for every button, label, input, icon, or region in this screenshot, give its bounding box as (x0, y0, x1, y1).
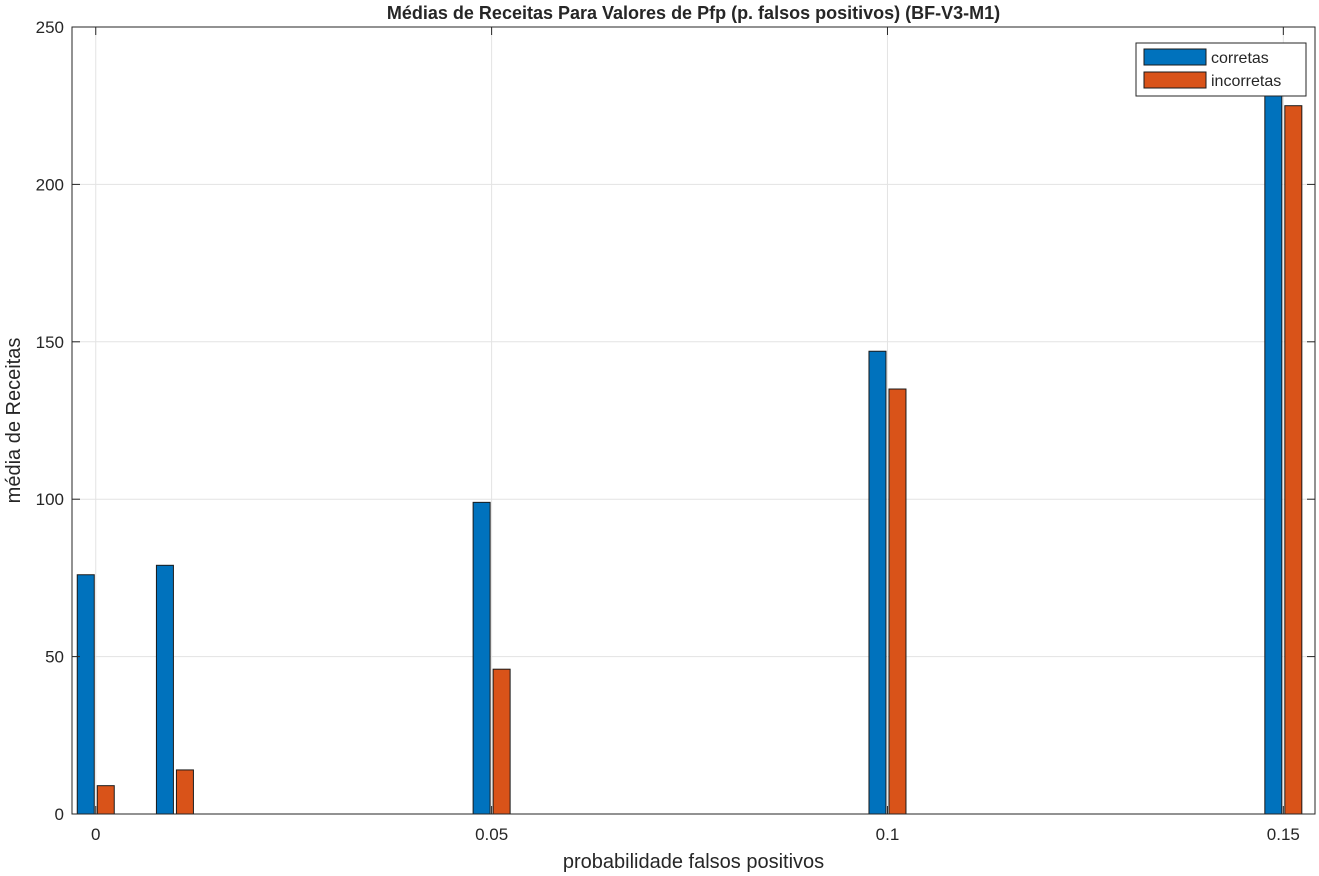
bar-corretas (868, 350, 887, 815)
legend-label-corretas: corretas (1211, 50, 1269, 67)
bar-incorretas (96, 785, 115, 815)
bar-incorretas (492, 668, 511, 815)
legend-swatch-incorretas (1143, 71, 1207, 89)
bar-incorretas (1284, 105, 1303, 815)
x-tick-label: 0 (91, 825, 100, 844)
y-tick-label: 100 (36, 490, 64, 509)
bar-incorretas (888, 388, 907, 815)
bar-corretas (155, 564, 174, 815)
bar-corretas (472, 501, 491, 815)
y-tick-label: 0 (55, 805, 64, 824)
y-tick-label: 200 (36, 175, 64, 194)
x-tick-label: 0.15 (1267, 825, 1300, 844)
bar-corretas (76, 574, 95, 815)
y-tick-label: 250 (36, 18, 64, 37)
y-axis-label: média de Receitas (3, 338, 25, 504)
legend-label-incorretas: incorretas (1211, 73, 1281, 90)
chart-title: Médias de Receitas Para Valores de Pfp (… (387, 3, 1000, 23)
x-tick-label: 0.05 (475, 825, 508, 844)
legend-swatch-corretas (1143, 48, 1207, 66)
y-tick-label: 50 (45, 648, 64, 667)
x-axis-label: probabilidade falsos positivos (563, 851, 824, 873)
grid-lines (72, 27, 1315, 814)
bar-corretas (1264, 92, 1283, 815)
axes-box (71, 26, 1316, 815)
x-tick-label: 0.1 (876, 825, 900, 844)
axis-ticks: 0 50 100 150 200 250 0 0.05 0.1 0.15 (36, 18, 1315, 844)
y-tick-label: 150 (36, 333, 64, 352)
bar-incorretas (175, 769, 194, 815)
legend: corretas incorretas (1135, 42, 1307, 97)
bars (76, 92, 1303, 815)
